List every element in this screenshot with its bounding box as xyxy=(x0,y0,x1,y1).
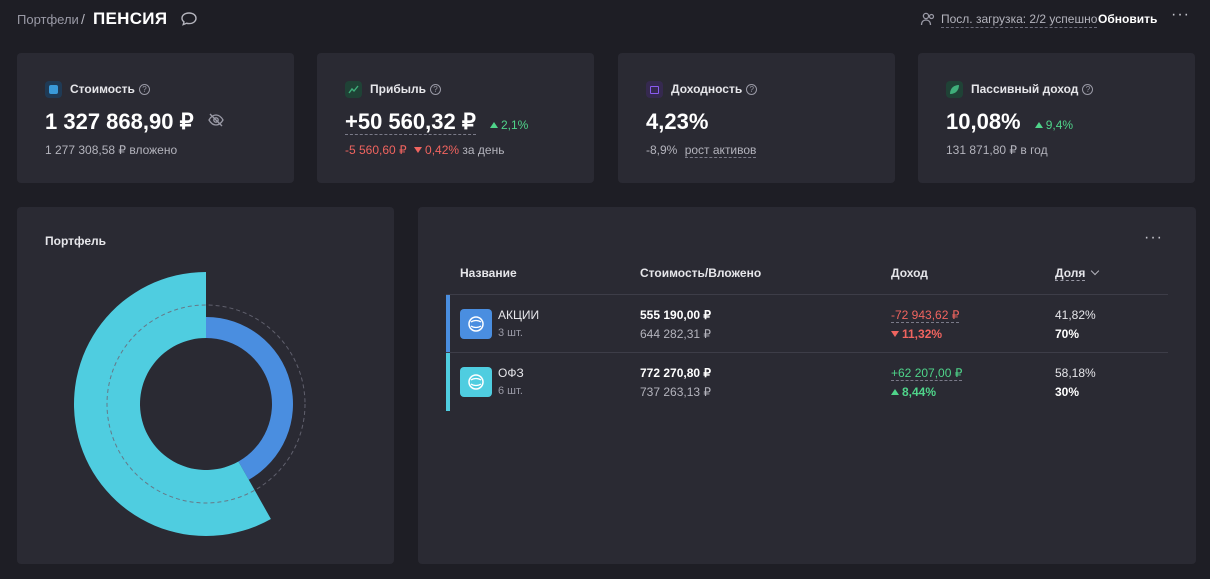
card-profit-amount[interactable]: +50 560,32 ₽ xyxy=(345,109,476,135)
card-passive-amount: 10,08% xyxy=(946,109,1021,134)
table-row[interactable]: ОФЗ 6 шт. 772 270,80 ₽ 737 263,13 ₽ +62 … xyxy=(446,353,1168,411)
card-profit-day-pct: 0,42% xyxy=(425,143,460,157)
asset-income-pct: 8,44% xyxy=(902,385,937,399)
asset-class-icon xyxy=(460,309,492,339)
portfolio-chart-panel: Портфель xyxy=(17,207,394,564)
card-yield-growth: -8,9% xyxy=(646,143,678,157)
card-yield-amount: 4,23% xyxy=(646,109,709,134)
card-profit-day-pct-wrap: 0,42% xyxy=(414,143,459,157)
help-icon[interactable]: ? xyxy=(138,84,150,95)
help-icon[interactable]: ? xyxy=(430,84,441,95)
card-passive-title: Пассивный доход? xyxy=(971,82,1094,96)
card-profit-day-suffix: за день xyxy=(462,143,505,157)
asset-value: 555 190,00 ₽ xyxy=(640,308,712,322)
card-yield: Доходность? 4,23% -8,9% рост активов xyxy=(618,53,895,183)
leaf-icon xyxy=(946,81,963,98)
asset-name: ОФЗ xyxy=(498,366,524,380)
help-icon[interactable]: ? xyxy=(746,84,758,95)
asset-share: 58,18% xyxy=(1055,366,1096,380)
asset-count: 6 шт. xyxy=(498,385,523,397)
col-income: Доход xyxy=(891,266,928,280)
asset-income[interactable]: +62 207,00 ₽ xyxy=(891,366,963,381)
col-share: Доля xyxy=(1055,266,1086,281)
asset-invested: 737 263,13 ₽ xyxy=(640,385,712,399)
chart-title: Портфель xyxy=(45,234,107,248)
arrow-up-icon xyxy=(1034,122,1043,128)
breadcrumb-portfolios[interactable]: Портфели xyxy=(17,12,79,27)
chevron-down-icon xyxy=(1091,266,1100,276)
asset-income[interactable]: -72 943,62 ₽ xyxy=(891,308,960,323)
donut-slice-1[interactable] xyxy=(206,317,293,480)
help-icon[interactable]: ? xyxy=(1082,84,1094,95)
card-passive-pct: 9,4% xyxy=(1045,118,1074,132)
asset-income-pct: 11,32% xyxy=(902,327,943,341)
asset-class-icon xyxy=(460,367,492,397)
card-value-label: Стоимость xyxy=(70,82,135,96)
table-row[interactable]: АКЦИИ 3 шт. 555 190,00 ₽ 644 282,31 ₽ -7… xyxy=(446,295,1168,353)
wallet-icon xyxy=(45,81,62,98)
card-profit-day: -5 560,60 ₽ 0,42% за день xyxy=(345,143,504,157)
col-name: Название xyxy=(460,266,517,280)
asset-growth-link[interactable]: рост активов xyxy=(684,143,757,158)
arrow-down-icon xyxy=(414,147,423,153)
card-value-title: Стоимость? xyxy=(70,82,150,96)
target-ring xyxy=(106,304,306,504)
asset-target-share: 70% xyxy=(1055,327,1080,341)
arrow-down-icon xyxy=(891,331,899,337)
card-value: Стоимость? 1 327 868,90 ₽ 1 277 308,58 ₽… xyxy=(17,53,294,183)
card-profit-pct: 2,1% xyxy=(500,118,529,132)
card-profit: Прибыль? +50 560,32 ₽ 2,1% -5 560,60 ₽ 0… xyxy=(317,53,594,183)
more-menu-icon[interactable]: ··· xyxy=(1171,6,1190,23)
card-profit-pct-wrap: 2,1% xyxy=(489,118,529,132)
table-more-icon[interactable]: ··· xyxy=(1144,229,1163,246)
asset-name: АКЦИИ xyxy=(498,308,540,322)
asset-invested: 644 282,31 ₽ xyxy=(640,327,712,341)
divider xyxy=(446,294,1168,295)
card-passive-amount-row: 10,08% 9,4% xyxy=(946,109,1073,135)
refresh-button[interactable]: Обновить xyxy=(1098,12,1158,26)
card-profit-amount-row: +50 560,32 ₽ 2,1% xyxy=(345,109,528,135)
card-profit-day-change: -5 560,60 ₽ xyxy=(345,143,407,157)
asset-count: 3 шт. xyxy=(498,327,523,339)
users-icon xyxy=(920,12,935,26)
row-color-bar xyxy=(446,295,450,353)
eye-off-icon[interactable] xyxy=(207,113,224,127)
page-title: ПЕНСИЯ xyxy=(93,9,168,28)
breadcrumb-separator: / xyxy=(81,11,85,27)
load-status[interactable]: Посл. загрузка: 2/2 успешно xyxy=(941,12,1098,28)
donut-slice-2[interactable] xyxy=(74,272,271,536)
assets-table-panel: ··· Название Стоимость/Вложено Доход Дол… xyxy=(418,207,1196,564)
asset-income-pct-wrap: 11,32% xyxy=(891,327,942,341)
arrow-up-icon xyxy=(891,389,899,395)
asset-target-share: 30% xyxy=(1055,385,1080,399)
card-value-amount: 1 327 868,90 ₽ xyxy=(45,109,194,134)
asset-income-pct-wrap: 8,44% xyxy=(891,385,936,399)
card-value-invested: 1 277 308,58 ₽ вложено xyxy=(45,143,178,157)
card-passive-label: Пассивный доход xyxy=(971,82,1079,96)
comment-icon[interactable] xyxy=(180,11,198,27)
card-profit-title: Прибыль? xyxy=(370,82,441,96)
col-value: Стоимость/Вложено xyxy=(640,266,762,280)
card-yield-sub: -8,9% рост активов xyxy=(646,143,757,158)
card-value-amount-row: 1 327 868,90 ₽ xyxy=(45,109,224,135)
row-color-bar xyxy=(446,353,450,411)
card-profit-label: Прибыль xyxy=(370,82,426,96)
card-passive: Пассивный доход? 10,08% 9,4% 131 871,80 … xyxy=(918,53,1195,183)
portfolio-donut-chart xyxy=(74,272,306,536)
calendar-icon xyxy=(646,81,663,98)
chart-icon xyxy=(345,81,362,98)
top-bar: Портфели / ПЕНСИЯ Посл. загрузка: 2/2 ус… xyxy=(0,0,1210,40)
card-yield-title: Доходность? xyxy=(671,82,758,96)
card-yield-label: Доходность xyxy=(671,82,743,96)
col-share-sort[interactable]: Доля xyxy=(1055,266,1100,281)
divider xyxy=(446,352,1168,353)
asset-share: 41,82% xyxy=(1055,308,1096,322)
arrow-up-icon xyxy=(489,122,498,128)
asset-value: 772 270,80 ₽ xyxy=(640,366,712,380)
card-passive-year: 131 871,80 ₽ в год xyxy=(946,143,1048,157)
card-passive-pct-wrap: 9,4% xyxy=(1034,118,1074,132)
